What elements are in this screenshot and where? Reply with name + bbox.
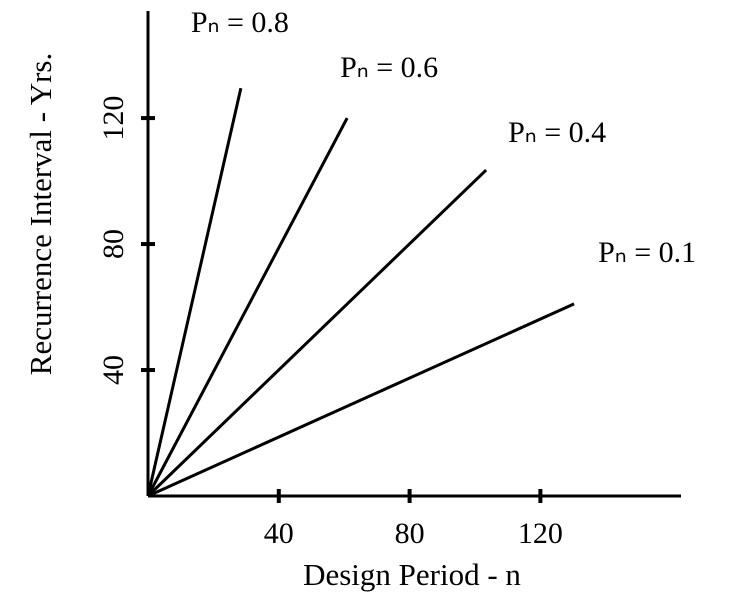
x-tick-label: 120 [518, 517, 563, 550]
y-tick-label: 80 [97, 229, 130, 259]
y-tick-label: 120 [97, 96, 130, 141]
series-label: Pₙ = 0.4 [508, 116, 606, 149]
x-tick-label: 80 [395, 517, 425, 550]
series-line [147, 302, 575, 498]
y-tick-label: 40 [97, 355, 130, 385]
x-tick-label: 40 [264, 517, 294, 550]
series-line [146, 87, 243, 497]
series-label: Pₙ = 0.1 [598, 236, 696, 269]
series-label: Pₙ = 0.8 [191, 6, 289, 39]
series-label: Pₙ = 0.6 [340, 51, 438, 84]
y-axis-label: Recurrence Interval - Yrs. [23, 53, 58, 375]
x-axis-label: Design Period - n [303, 557, 521, 592]
series-line [146, 117, 349, 497]
series-line [146, 168, 488, 498]
